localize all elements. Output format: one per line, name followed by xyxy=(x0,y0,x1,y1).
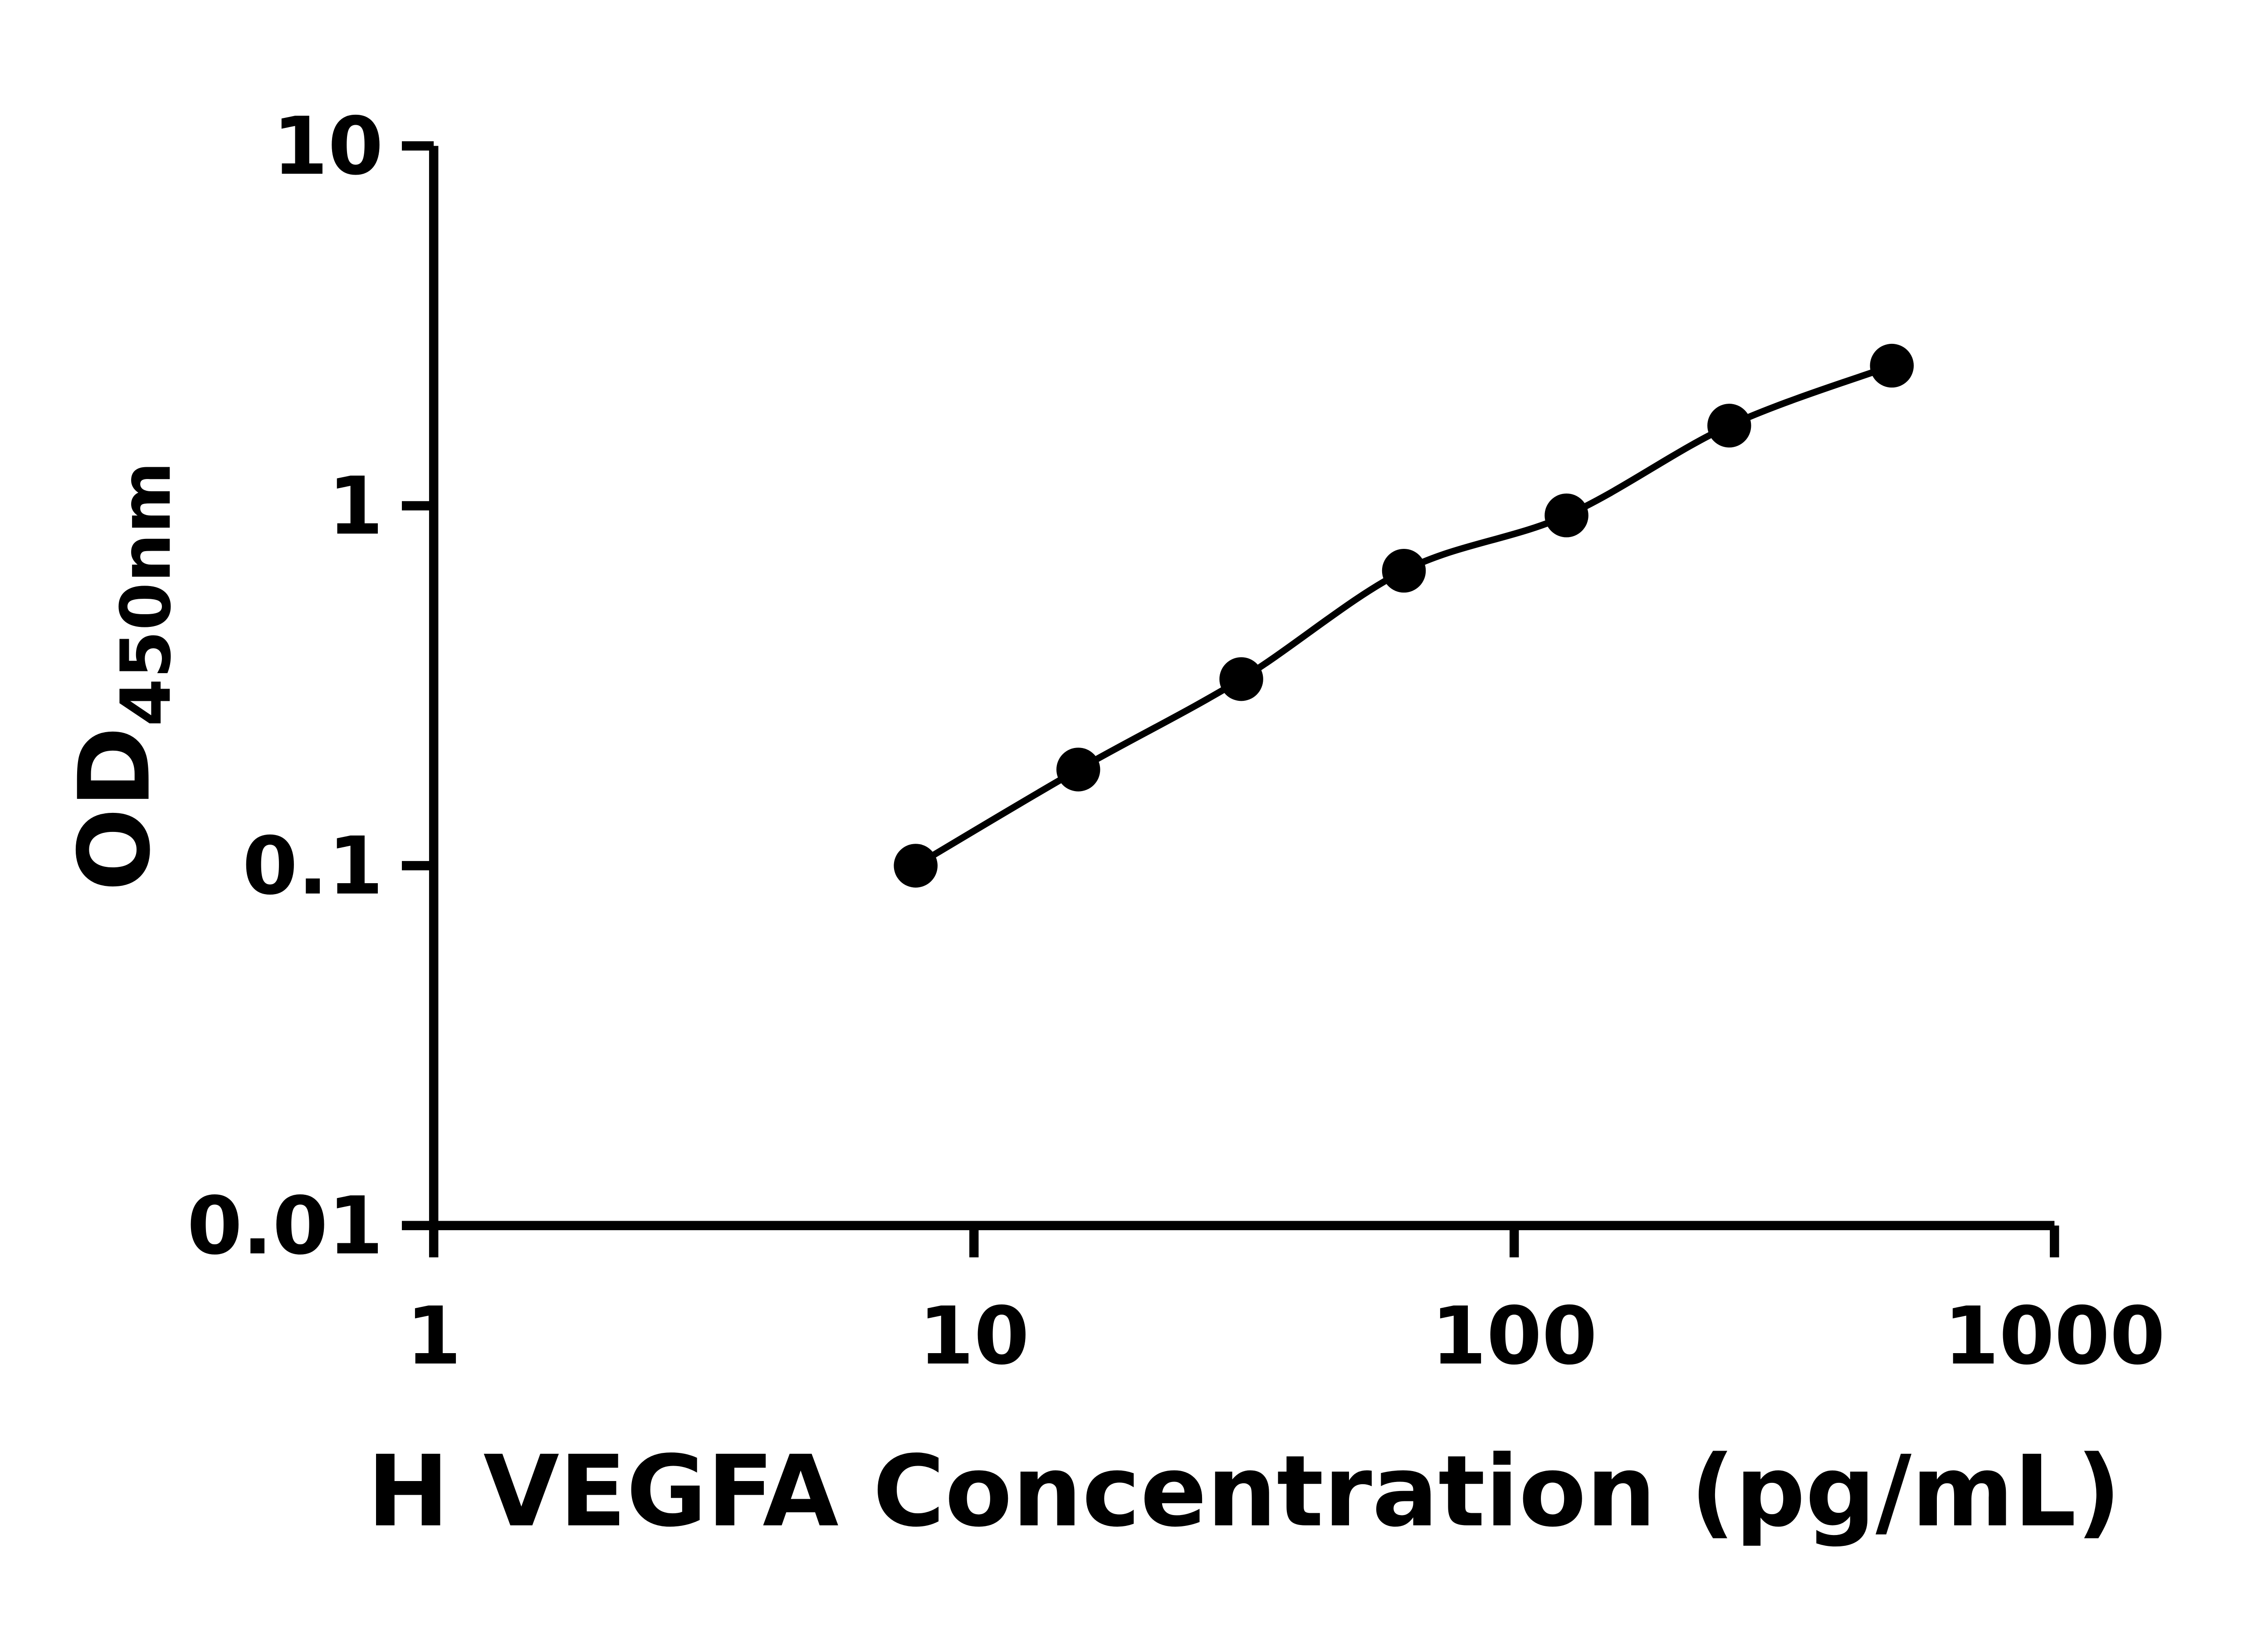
y-tick-label: 10 xyxy=(273,100,383,193)
y-tick-label: 0.1 xyxy=(242,820,383,913)
y-axis-title: OD450nm xyxy=(58,461,186,891)
elisa-standard-curve-figure: 1 10 100 1000 0.01 0.1 1 10 H VEGFA Concentratio… xyxy=(58,100,2165,1549)
y-tick-label: 1 xyxy=(328,460,383,552)
chart-svg: 1 10 100 1000 0.01 0.1 1 10 H VEGFA Concentratio… xyxy=(58,100,2165,1549)
x-tick-label: 1 xyxy=(406,1290,461,1383)
data-point-marker xyxy=(1707,404,1751,448)
data-point-marker xyxy=(1870,343,1914,388)
data-point-marker xyxy=(1219,657,1263,701)
y-tick-label: 0.01 xyxy=(187,1180,383,1272)
x-tick-label: 10 xyxy=(919,1290,1029,1383)
x-tick-label: 1000 xyxy=(1944,1290,2165,1383)
data-point-marker xyxy=(1545,494,1589,538)
data-point-marker xyxy=(894,844,938,888)
x-axis-title: H VEGFA Concentration (pg/mL) xyxy=(367,1435,2121,1549)
data-point-marker xyxy=(1056,748,1100,792)
data-point-marker xyxy=(1382,548,1426,593)
standard-curve-line xyxy=(914,362,1893,869)
x-tick-label: 100 xyxy=(1431,1290,1597,1383)
